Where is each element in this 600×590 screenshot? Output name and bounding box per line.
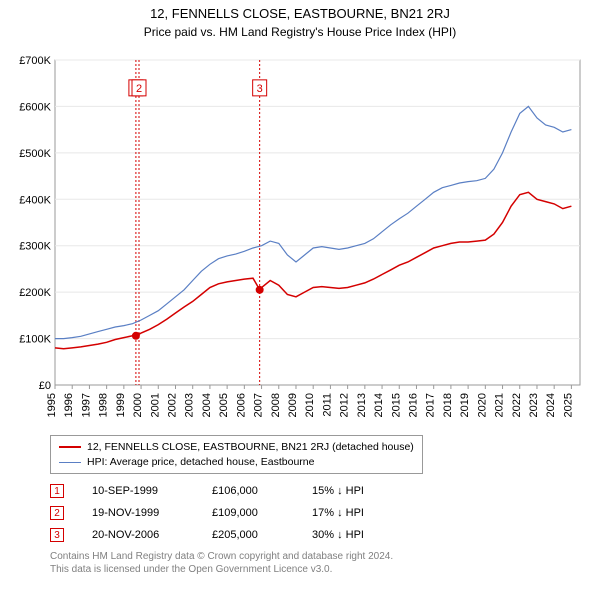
marker-price-3: £205,000 bbox=[212, 529, 312, 541]
svg-text:2006: 2006 bbox=[235, 393, 247, 417]
svg-text:1996: 1996 bbox=[63, 393, 75, 417]
svg-text:2008: 2008 bbox=[270, 393, 282, 417]
svg-text:2001: 2001 bbox=[149, 393, 161, 417]
svg-text:2013: 2013 bbox=[356, 393, 368, 417]
svg-text:2023: 2023 bbox=[528, 393, 540, 417]
marker-badge-1: 1 bbox=[50, 484, 64, 498]
chart-container: 12, FENNELLS CLOSE, EASTBOURNE, BN21 2RJ… bbox=[0, 0, 600, 590]
svg-text:2024: 2024 bbox=[545, 393, 557, 417]
legend-label-property: 12, FENNELLS CLOSE, EASTBOURNE, BN21 2RJ… bbox=[87, 440, 414, 455]
marker-row-2: 2 19-NOV-1999 £109,000 17% ↓ HPI bbox=[50, 502, 412, 524]
marker-price-1: £106,000 bbox=[212, 485, 312, 497]
marker-note-1: 15% ↓ HPI bbox=[312, 485, 412, 497]
svg-text:2005: 2005 bbox=[218, 393, 230, 417]
footer: Contains HM Land Registry data © Crown c… bbox=[50, 550, 580, 576]
legend-item-property: 12, FENNELLS CLOSE, EASTBOURNE, BN21 2RJ… bbox=[59, 440, 414, 455]
svg-text:2014: 2014 bbox=[373, 393, 385, 417]
marker-table: 1 10-SEP-1999 £106,000 15% ↓ HPI 2 19-NO… bbox=[50, 480, 412, 546]
svg-text:3: 3 bbox=[257, 83, 263, 95]
marker-note-3: 30% ↓ HPI bbox=[312, 529, 412, 541]
svg-text:£0: £0 bbox=[39, 380, 51, 392]
svg-text:2017: 2017 bbox=[425, 393, 437, 417]
svg-text:2012: 2012 bbox=[339, 393, 351, 417]
svg-text:2015: 2015 bbox=[390, 393, 402, 417]
svg-text:2009: 2009 bbox=[287, 393, 299, 417]
marker-row-1: 1 10-SEP-1999 £106,000 15% ↓ HPI bbox=[50, 480, 412, 502]
svg-text:2016: 2016 bbox=[407, 393, 419, 417]
marker-date-3: 20-NOV-2006 bbox=[92, 529, 212, 541]
svg-text:2004: 2004 bbox=[201, 393, 213, 417]
svg-text:2022: 2022 bbox=[511, 393, 523, 417]
svg-text:1998: 1998 bbox=[98, 393, 110, 417]
svg-text:2018: 2018 bbox=[442, 393, 454, 417]
footer-line-1: Contains HM Land Registry data © Crown c… bbox=[50, 550, 580, 563]
marker-note-2: 17% ↓ HPI bbox=[312, 507, 412, 519]
svg-text:2010: 2010 bbox=[304, 393, 316, 417]
marker-date-2: 19-NOV-1999 bbox=[92, 507, 212, 519]
marker-price-2: £109,000 bbox=[212, 507, 312, 519]
svg-text:£100K: £100K bbox=[19, 334, 51, 346]
svg-text:2021: 2021 bbox=[494, 393, 506, 417]
svg-text:2011: 2011 bbox=[321, 393, 333, 417]
svg-text:2002: 2002 bbox=[166, 393, 178, 417]
svg-text:2: 2 bbox=[136, 83, 142, 95]
legend-item-hpi: HPI: Average price, detached house, East… bbox=[59, 455, 414, 470]
svg-text:2025: 2025 bbox=[562, 393, 574, 417]
svg-text:£700K: £700K bbox=[19, 55, 51, 67]
svg-text:1997: 1997 bbox=[80, 393, 92, 417]
chart-subtitle: Price paid vs. HM Land Registry's House … bbox=[0, 23, 600, 39]
chart-svg: £0 £100K £200K £300K £400K £500K £600K £700K 199… bbox=[10, 50, 590, 430]
svg-text:2003: 2003 bbox=[184, 393, 196, 417]
marker-badge-2: 2 bbox=[50, 506, 64, 520]
svg-text:1995: 1995 bbox=[46, 393, 58, 417]
svg-text:£300K: £300K bbox=[19, 241, 51, 253]
svg-text:£600K: £600K bbox=[19, 101, 51, 113]
svg-text:£500K: £500K bbox=[19, 148, 51, 160]
legend-label-hpi: HPI: Average price, detached house, East… bbox=[87, 455, 314, 470]
legend-swatch-property bbox=[59, 446, 81, 448]
chart-plot-area: £0 £100K £200K £300K £400K £500K £600K £700K 199… bbox=[10, 50, 590, 430]
svg-text:1999: 1999 bbox=[115, 393, 127, 417]
legend: 12, FENNELLS CLOSE, EASTBOURNE, BN21 2RJ… bbox=[50, 435, 423, 474]
svg-text:2019: 2019 bbox=[459, 393, 471, 417]
svg-text:2007: 2007 bbox=[253, 393, 265, 417]
chart-title: 12, FENNELLS CLOSE, EASTBOURNE, BN21 2RJ bbox=[0, 0, 600, 23]
footer-line-2: This data is licensed under the Open Gov… bbox=[50, 563, 580, 576]
svg-text:£400K: £400K bbox=[19, 194, 51, 206]
svg-text:2000: 2000 bbox=[132, 393, 144, 417]
marker-date-1: 10-SEP-1999 bbox=[92, 485, 212, 497]
legend-swatch-hpi bbox=[59, 462, 81, 463]
svg-text:£200K: £200K bbox=[19, 287, 51, 299]
svg-text:2020: 2020 bbox=[476, 393, 488, 417]
marker-row-3: 3 20-NOV-2006 £205,000 30% ↓ HPI bbox=[50, 524, 412, 546]
marker-badge-3: 3 bbox=[50, 528, 64, 542]
